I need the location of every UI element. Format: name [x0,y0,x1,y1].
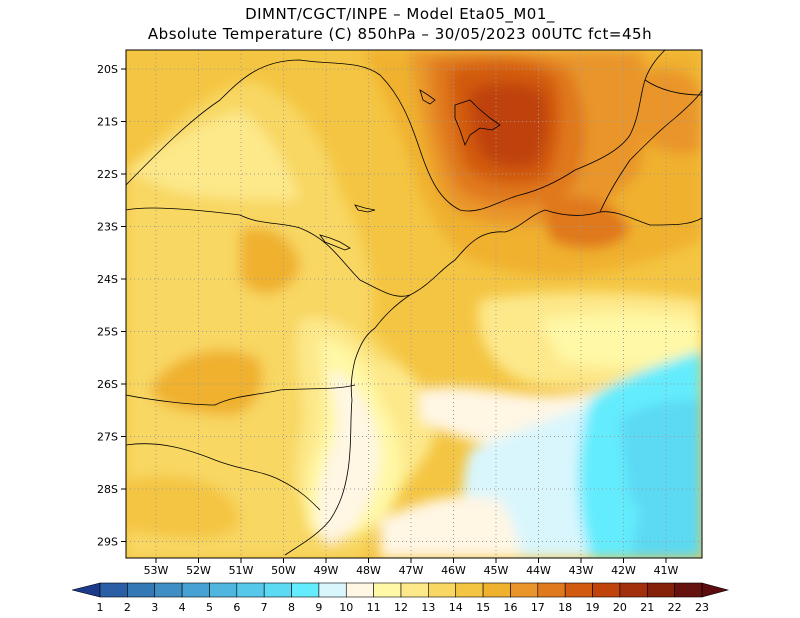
state-border-rj [599,89,702,213]
colorbar-label: 11 [367,601,381,614]
map-title-line-1: DIMNT/CGCT/INPE – Model Eta05_M01_ [245,5,555,23]
colorbar-label: 21 [640,601,654,614]
colorbar-label: 16 [503,601,517,614]
colorbar: 1 2 3 4 5 6 7 8 9 10 11 12 13 14 15 16 17 18 19 20 21 22 23 [71,582,730,614]
colorbar-label: 2 [124,601,131,614]
latitude-axis: 20S 21S 22S 23S 24S 25S 26S 27S 28S 29S [97,63,126,549]
colorbar-swatch [510,582,539,598]
colorbar-label: 19 [586,601,600,614]
colorbar-label: 14 [449,601,463,614]
colorbar-swatch [428,582,457,598]
colorbar-label: 6 [233,601,240,614]
state-border-sc-rs [126,443,321,511]
lat-tick-label: 26S [97,378,118,391]
lat-tick-label: 27S [97,431,118,444]
colorbar-label: 8 [288,601,295,614]
colorbar-label: 10 [339,601,353,614]
lon-tick-label: 45W [484,564,509,577]
longitude-axis: 53W 52W 51W 50W 49W 48W 47W 46W 45W 44W 43W 42W 41W [144,558,679,577]
lake-north [419,89,436,105]
colorbar-label: 9 [315,601,322,614]
colorbar-swatch [455,582,484,598]
lon-tick-label: 42W [611,564,636,577]
lon-tick-label: 52W [186,564,211,577]
colorbar-under-arrow [71,582,101,598]
colorbar-swatch [482,582,511,598]
colorbar-swatch [209,582,238,598]
state-border-mg-sp [126,50,666,212]
colorbar-swatch [127,582,156,598]
colorbar-label: 15 [476,601,490,614]
colorbar-label: 13 [421,601,435,614]
lat-lon-grid [126,50,702,558]
colorbar-swatch [345,582,374,598]
state-border-north [126,207,411,297]
lon-tick-label: 51W [229,564,254,577]
colorbar-label: 7 [261,601,268,614]
colorbar-swatch [400,582,429,598]
colorbar-over-arrow [701,582,730,598]
colorbar-swatch [592,582,621,598]
lat-tick-label: 29S [97,536,118,549]
colorbar-swatch [99,582,128,598]
colorbar-label: 20 [613,601,627,614]
lake-furnas [454,99,501,147]
colorbar-swatch [646,582,675,598]
colorbar-label: 17 [531,601,545,614]
colorbar-swatch [291,582,320,598]
colorbar-label: 22 [668,601,682,614]
colorbar-swatch [537,582,566,598]
colorbar-swatch [263,582,292,598]
colorbar-label: 5 [206,601,213,614]
lon-tick-label: 53W [144,564,169,577]
lon-tick-label: 43W [569,564,594,577]
lat-tick-label: 28S [97,483,118,496]
colorbar-label: 4 [179,601,186,614]
colorbar-label: 12 [394,601,408,614]
lat-tick-label: 21S [97,116,118,129]
colorbar-label: 23 [695,601,709,614]
lon-tick-label: 44W [526,564,551,577]
lake-mid [354,204,376,213]
colorbar-swatch [674,582,703,598]
lat-tick-label: 23S [97,221,118,234]
lon-tick-label: 47W [399,564,424,577]
colorbar-swatch [154,582,183,598]
plot-frame [125,49,703,559]
colorbar-label: 3 [151,601,158,614]
lon-tick-label: 50W [271,564,296,577]
map-boundaries [126,50,702,556]
lon-tick-label: 48W [356,564,381,577]
colorbar-swatch [373,582,402,598]
lat-tick-label: 22S [97,168,118,181]
lake-center [318,234,351,251]
lon-tick-label: 41W [654,564,679,577]
colorbar-swatch [181,582,210,598]
state-border-pr [126,384,356,406]
colorbar-label: 18 [558,601,572,614]
colorbar-swatch [564,582,593,598]
colorbar-label: 1 [97,601,104,614]
map-title-line-2: Absolute Temperature (C) 850hPa – 30/05/… [147,25,653,43]
lon-tick-label: 46W [441,564,466,577]
lon-tick-label: 49W [314,564,339,577]
colorbar-swatch [318,582,347,598]
colorbar-swatch [236,582,265,598]
lat-tick-label: 24S [97,273,118,286]
colorbar-swatch [619,582,648,598]
temperature-field [126,50,702,558]
state-border-es [644,79,702,96]
lat-tick-label: 25S [97,326,118,339]
lat-tick-label: 20S [97,63,118,76]
